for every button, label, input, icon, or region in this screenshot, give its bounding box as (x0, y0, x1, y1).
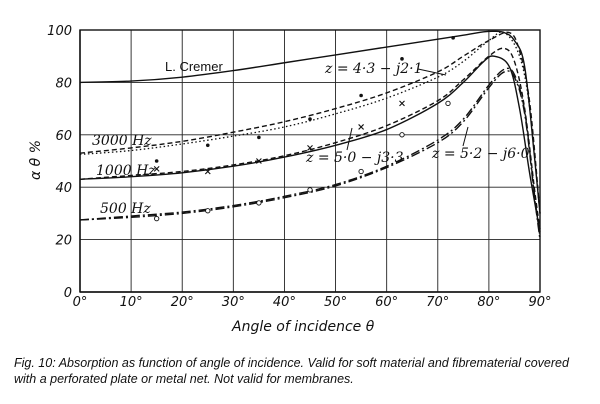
marker-dot (400, 57, 404, 61)
marker-dot (154, 159, 159, 163)
y-tick-label: 20 (55, 234, 72, 249)
marker-circle (307, 187, 313, 193)
x-tick-label: 20° (171, 295, 194, 310)
annotation-z3: z = 5·2 − j6·0 (431, 146, 530, 162)
y-tick-label: 40 (55, 181, 72, 196)
marker-circle (358, 168, 364, 175)
x-tick-label: 0° (73, 295, 88, 310)
marker-circle (445, 100, 451, 107)
y-tick-label: 60 (55, 129, 72, 144)
series-line-6 (79, 67, 541, 238)
x-tick-label: 70° (426, 295, 449, 310)
x-tick-label: 50° (324, 295, 347, 310)
leader-z2 (346, 127, 353, 151)
y-tick-label: 0 (64, 286, 72, 301)
plot-frame (79, 29, 541, 293)
tick-labels: 0° 10° 20° 30° 40° 50° 60° 70° 80° 90° 0 20 40 60 80 10… (47, 24, 551, 310)
annotation-z2: z = 5·0 − j3·3 (305, 150, 404, 166)
leader-z1 (417, 68, 447, 76)
markers-layer (153, 36, 455, 222)
marker-dot (205, 143, 210, 148)
annotation-1000hz: 1000 Hz (96, 163, 156, 179)
y-tick-label: 100 (47, 24, 72, 39)
series-line-1 (79, 31, 541, 214)
series-line-3 (79, 55, 541, 232)
y-tick-label: 80 (55, 76, 72, 91)
marker-circle (154, 215, 160, 222)
absorption-chart: 0° 10° 20° 30° 40° 50° 60° 70° 80° 90° 0 20 40 60 80 10… (28, 24, 552, 335)
marker-circle (256, 200, 262, 206)
marker-dot (451, 36, 455, 40)
marker-cross (256, 158, 262, 164)
marker-cross (204, 168, 211, 175)
figure-caption: Fig. 10: Absorption as function of angle… (14, 356, 569, 386)
x-tick-label: 80° (477, 295, 500, 310)
x-tick-label: 90° (528, 295, 551, 310)
x-axis-title: Angle of incidence θ (231, 319, 375, 335)
marker-dot (308, 117, 312, 121)
annotation-500hz: 500 Hz (100, 201, 151, 217)
x-tick-label: 10° (120, 295, 143, 310)
marker-dot (359, 93, 363, 98)
x-tick-label: 60° (375, 295, 398, 310)
marker-cross (399, 100, 405, 107)
y-axis-title: α θ % (28, 140, 44, 180)
annotation-z1: z = 4·3 − j2·1 (324, 61, 423, 77)
marker-cross (358, 124, 364, 130)
marker-circle (399, 132, 405, 138)
series-line-0 (79, 30, 541, 214)
annotation-cremer: L. Cremer (165, 59, 223, 74)
series-line-2 (79, 31, 541, 214)
x-tick-label: 40° (273, 295, 296, 310)
series-layer (79, 30, 541, 240)
marker-cross (307, 145, 313, 151)
x-tick-label: 30° (222, 295, 245, 310)
marker-circle (205, 208, 211, 214)
annotation-3000hz: 3000 Hz (92, 133, 152, 149)
marker-dot (257, 135, 261, 140)
leader-z3 (462, 126, 469, 147)
marker-cross (153, 165, 160, 172)
